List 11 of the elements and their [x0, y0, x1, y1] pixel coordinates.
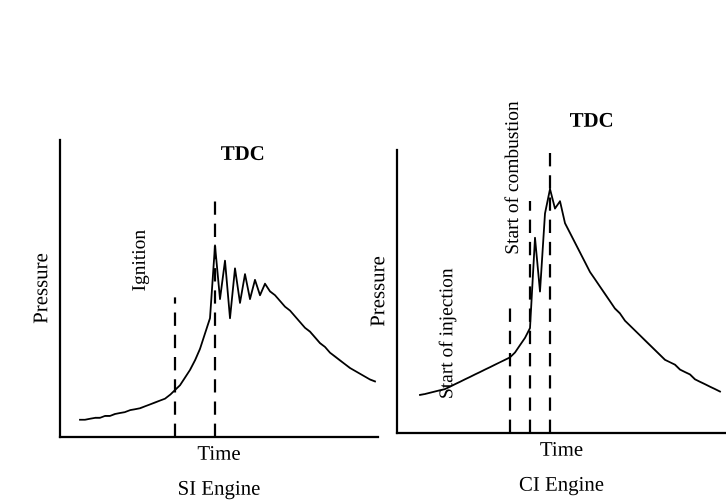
annotation: Ignition [132, 230, 150, 291]
y-axis-title: Pressure [370, 256, 384, 326]
annotation: Start of combustion [504, 102, 518, 254]
x-axis-title: Time [540, 442, 582, 456]
text: TDC [221, 146, 264, 160]
y-axis-title: Pressure [34, 254, 48, 324]
text: SI Engine [179, 480, 260, 500]
annotation: Start of injection [438, 268, 456, 398]
text: TDC [570, 112, 612, 127]
x-axis-title: Time [198, 446, 240, 460]
text: CI Engine [520, 476, 604, 496]
